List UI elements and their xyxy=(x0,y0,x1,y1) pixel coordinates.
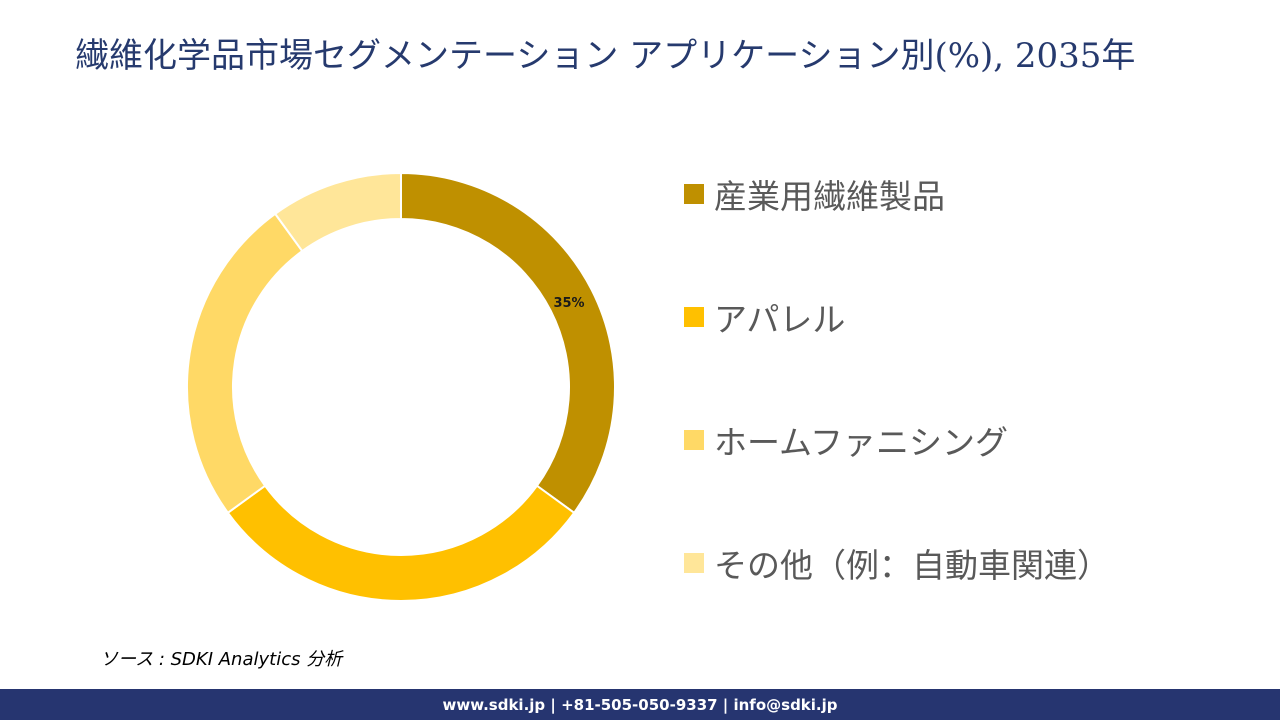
legend-item-apparel: アパレル xyxy=(684,293,845,341)
slice-home-furnishing xyxy=(186,212,304,515)
source-note: ソース : SDKI Analytics 分析 xyxy=(100,649,343,670)
footer-contact: www.sdki.jp | +81-505-050-9337 | info@sd… xyxy=(442,695,838,714)
chart-title: 繊維化学品市場セグメンテーション アプリケーション別(%), 2035年 xyxy=(75,36,1136,76)
legend-item-industrial-textiles: 産業用繊維製品 xyxy=(684,170,945,218)
donut-chart-svg: 35% xyxy=(186,171,616,602)
legend-label: 産業用繊維製品 xyxy=(714,177,945,216)
legend-item-others: その他（例：自動車関連） xyxy=(684,539,1110,587)
legend-label: アパレル xyxy=(714,300,846,339)
legend-label: その他（例：自動車関連） xyxy=(714,546,1110,585)
legend-label: ホームファニシング xyxy=(714,423,1009,462)
slice-label-industrial: 35% xyxy=(553,296,584,311)
legend-swatch xyxy=(684,430,704,450)
legend-swatch xyxy=(684,184,704,204)
donut-chart: 35% xyxy=(180,166,622,608)
legend-item-home-furnishing: ホームファニシング xyxy=(684,416,1008,464)
slice-others xyxy=(273,171,402,253)
slice-industrial-textiles xyxy=(400,171,616,515)
footer-bar: www.sdki.jp | +81-505-050-9337 | info@sd… xyxy=(0,689,1280,720)
legend-swatch xyxy=(684,553,704,573)
legend-swatch xyxy=(684,307,704,327)
slice-apparel xyxy=(226,484,576,602)
